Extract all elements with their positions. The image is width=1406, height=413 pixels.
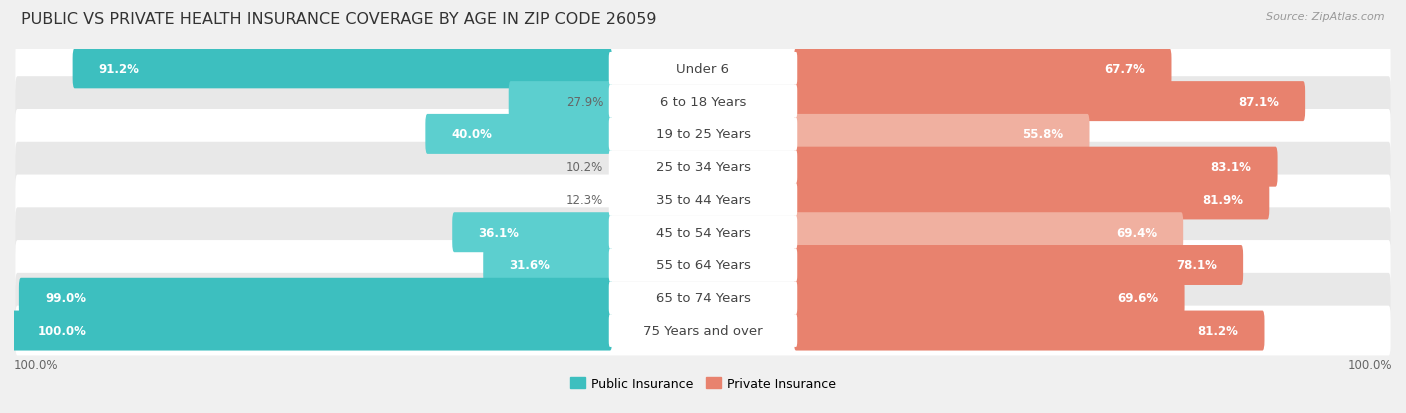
Text: 99.0%: 99.0% [45, 292, 86, 304]
Text: 65 to 74 Years: 65 to 74 Years [655, 292, 751, 304]
Text: PUBLIC VS PRIVATE HEALTH INSURANCE COVERAGE BY AGE IN ZIP CODE 26059: PUBLIC VS PRIVATE HEALTH INSURANCE COVER… [21, 12, 657, 27]
Legend: Public Insurance, Private Insurance: Public Insurance, Private Insurance [565, 372, 841, 395]
FancyBboxPatch shape [15, 44, 1391, 94]
Text: 87.1%: 87.1% [1239, 95, 1279, 108]
FancyBboxPatch shape [794, 49, 1171, 89]
Text: 25 to 34 Years: 25 to 34 Years [655, 161, 751, 174]
FancyBboxPatch shape [794, 147, 1278, 187]
Text: 81.9%: 81.9% [1202, 193, 1243, 206]
Text: 10.2%: 10.2% [565, 161, 603, 174]
FancyBboxPatch shape [426, 115, 612, 154]
Text: 19 to 25 Years: 19 to 25 Years [655, 128, 751, 141]
FancyBboxPatch shape [609, 184, 797, 216]
Text: 6 to 18 Years: 6 to 18 Years [659, 95, 747, 108]
Text: 27.9%: 27.9% [565, 95, 603, 108]
FancyBboxPatch shape [13, 311, 612, 351]
FancyBboxPatch shape [794, 213, 1184, 253]
FancyBboxPatch shape [15, 306, 1391, 356]
Text: 67.7%: 67.7% [1105, 63, 1146, 76]
Text: 55.8%: 55.8% [1022, 128, 1063, 141]
FancyBboxPatch shape [15, 175, 1391, 225]
FancyBboxPatch shape [609, 53, 797, 85]
Text: Source: ZipAtlas.com: Source: ZipAtlas.com [1267, 12, 1385, 22]
FancyBboxPatch shape [15, 273, 1391, 323]
Text: 36.1%: 36.1% [478, 226, 519, 239]
FancyBboxPatch shape [609, 249, 797, 282]
Text: 69.4%: 69.4% [1116, 226, 1157, 239]
Text: 12.3%: 12.3% [565, 193, 603, 206]
Text: 78.1%: 78.1% [1175, 259, 1218, 272]
Text: 69.6%: 69.6% [1118, 292, 1159, 304]
FancyBboxPatch shape [609, 85, 797, 118]
FancyBboxPatch shape [609, 151, 797, 184]
Text: 35 to 44 Years: 35 to 44 Years [655, 193, 751, 206]
FancyBboxPatch shape [509, 82, 612, 122]
Text: 45 to 54 Years: 45 to 54 Years [655, 226, 751, 239]
FancyBboxPatch shape [794, 180, 1270, 220]
Text: 55 to 64 Years: 55 to 64 Years [655, 259, 751, 272]
FancyBboxPatch shape [609, 216, 797, 249]
Text: 100.0%: 100.0% [38, 324, 87, 337]
Text: 83.1%: 83.1% [1211, 161, 1251, 174]
Text: 31.6%: 31.6% [509, 259, 550, 272]
Text: Under 6: Under 6 [676, 63, 730, 76]
FancyBboxPatch shape [794, 278, 1185, 318]
FancyBboxPatch shape [15, 77, 1391, 127]
Text: 40.0%: 40.0% [451, 128, 492, 141]
FancyBboxPatch shape [794, 245, 1243, 285]
FancyBboxPatch shape [453, 213, 612, 253]
Text: 100.0%: 100.0% [1347, 358, 1392, 372]
Text: 81.2%: 81.2% [1198, 324, 1239, 337]
Text: 75 Years and over: 75 Years and over [643, 324, 763, 337]
FancyBboxPatch shape [794, 311, 1264, 351]
FancyBboxPatch shape [15, 240, 1391, 290]
FancyBboxPatch shape [609, 314, 797, 347]
Text: 100.0%: 100.0% [14, 358, 59, 372]
FancyBboxPatch shape [609, 118, 797, 151]
FancyBboxPatch shape [484, 245, 612, 285]
FancyBboxPatch shape [794, 82, 1305, 122]
FancyBboxPatch shape [15, 142, 1391, 192]
FancyBboxPatch shape [18, 278, 612, 318]
FancyBboxPatch shape [15, 208, 1391, 258]
FancyBboxPatch shape [73, 49, 612, 89]
FancyBboxPatch shape [609, 282, 797, 314]
FancyBboxPatch shape [15, 110, 1391, 159]
FancyBboxPatch shape [794, 115, 1090, 154]
Text: 91.2%: 91.2% [98, 63, 139, 76]
